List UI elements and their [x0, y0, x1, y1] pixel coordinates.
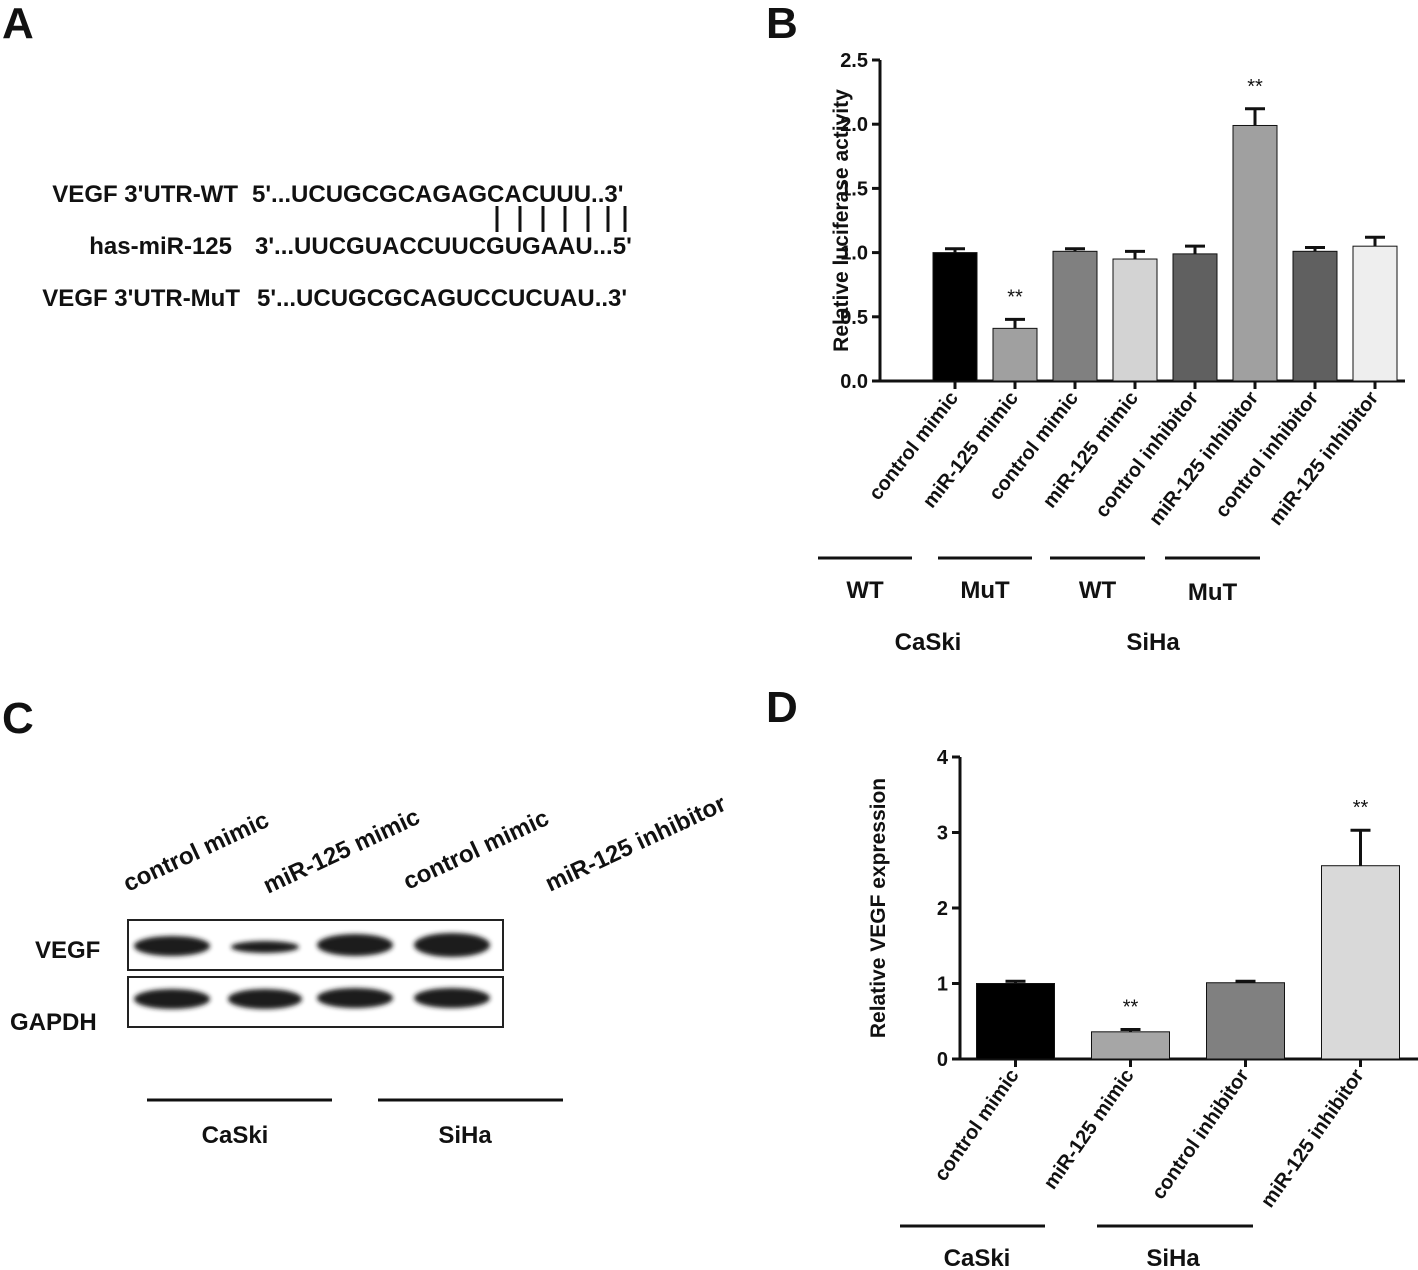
error-bar: [1305, 245, 1325, 252]
y-tick-label: 4: [937, 747, 949, 769]
base-pairing: [495, 206, 627, 232]
significance: **: [1353, 797, 1369, 819]
bar: [1052, 250, 1098, 382]
bar: [1172, 253, 1218, 382]
error-bar: [1005, 979, 1026, 984]
bar: [1352, 245, 1398, 382]
error-bar: [1125, 249, 1145, 260]
error-bar: [1005, 317, 1025, 329]
cell-label: CaSki: [895, 629, 962, 656]
x-tick-label: control inhibitor: [1091, 387, 1203, 522]
y-tick-label: 3: [937, 823, 948, 845]
bar: [1206, 982, 1285, 1060]
bar: [992, 327, 1038, 382]
error-bar: [1065, 247, 1085, 252]
error-bar: [1365, 235, 1385, 247]
panel-label: D: [766, 683, 798, 732]
significance: **: [1123, 997, 1139, 1019]
x-tick-label: miR-125 mimic: [1040, 1065, 1139, 1193]
bar: [1112, 258, 1158, 382]
y-tick-label: 2.0: [840, 114, 868, 136]
blot-row-label: VEGF: [35, 937, 100, 964]
error-bar: [1245, 107, 1265, 126]
group-label: MuT: [1188, 579, 1238, 606]
x-tick-label: control mimic: [930, 1065, 1023, 1185]
x-tick-label: control inhibitor: [1211, 387, 1323, 522]
bar: [1292, 250, 1338, 382]
y-tick-label: 1: [937, 974, 948, 996]
group-label: WT: [1079, 577, 1117, 604]
cell-label: SiHa: [1146, 1245, 1200, 1270]
sequence: 5'...UCUGCGCAGAGCACUUU..3': [252, 181, 623, 208]
sequence: 5'...UCUGCGCAGUCCUCUAU..3': [257, 285, 627, 312]
lane-label: miR-125 mimic: [259, 803, 424, 899]
error-bar: [1120, 1028, 1141, 1032]
x-tick-label: miR-125 inhibitor: [1265, 387, 1383, 529]
error-bar: [1350, 828, 1371, 866]
error-bar: [1235, 979, 1256, 983]
y-tick-label: 0: [937, 1049, 948, 1071]
lane-label: miR-125 inhibitor: [541, 790, 730, 897]
y-tick-label: 0.0: [840, 371, 868, 393]
x-tick-label: control inhibitor: [1148, 1065, 1254, 1203]
panel-label: B: [766, 0, 798, 48]
bar: [1232, 124, 1278, 382]
group-label: SiHa: [438, 1122, 492, 1149]
group-label: CaSki: [202, 1122, 269, 1149]
cell-label: CaSki: [944, 1245, 1011, 1270]
y-axis-label: Relative luciferase activity: [830, 89, 853, 352]
significance: **: [1247, 76, 1263, 98]
error-bar: [1185, 244, 1205, 254]
sequence-name: VEGF 3'UTR-MuT: [42, 285, 240, 312]
sequence: 3'...UUCGUACCUUCGUGAAU...5': [255, 233, 632, 260]
error-bar: [945, 247, 965, 253]
group-label: WT: [846, 577, 884, 604]
blot-bands: [134, 933, 490, 1009]
x-tick-label: miR-125 inhibitor: [1257, 1065, 1369, 1212]
bar: [1321, 865, 1400, 1060]
x-tick-label: miR-125 inhibitor: [1145, 387, 1263, 529]
y-tick-label: 1.5: [840, 178, 868, 200]
y-tick-label: 2: [937, 898, 948, 920]
y-tick-label: 2.5: [840, 50, 868, 72]
panel-label: C: [2, 694, 34, 743]
panel-label: A: [2, 0, 34, 48]
bar: [1091, 1031, 1170, 1060]
y-tick-label: 1.0: [840, 243, 868, 265]
significance: **: [1007, 286, 1023, 308]
y-axis-label: Relative VEGF expression: [867, 778, 890, 1038]
lane-label: control mimic: [119, 806, 273, 897]
group-label: MuT: [960, 577, 1010, 604]
cell-label: SiHa: [1126, 629, 1180, 656]
blot-row-label: GAPDH: [10, 1009, 97, 1036]
sequence-name: VEGF 3'UTR-WT: [52, 181, 238, 208]
bar: [976, 983, 1055, 1060]
lane-label: control mimic: [399, 804, 553, 895]
sequence-name: has-miR-125: [89, 233, 232, 260]
y-tick-label: 0.5: [840, 307, 868, 329]
bar: [932, 252, 978, 382]
